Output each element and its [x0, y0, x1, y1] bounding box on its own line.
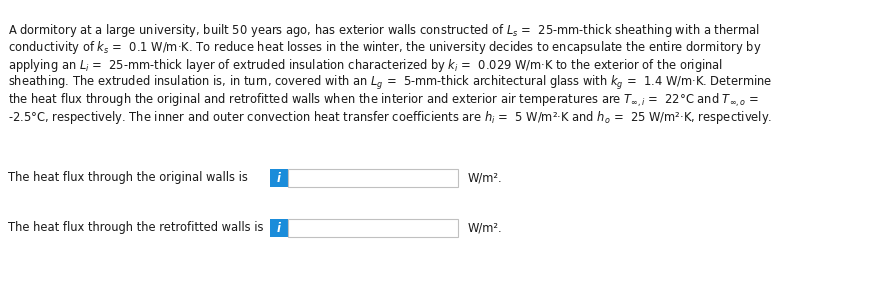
- Text: -2.5°C, respectively. The inner and outer convection heat transfer coefficients : -2.5°C, respectively. The inner and oute…: [8, 110, 773, 126]
- FancyBboxPatch shape: [270, 169, 288, 187]
- Text: conductivity of $k_s$ =  0.1 W/m·K. To reduce heat losses in the winter, the uni: conductivity of $k_s$ = 0.1 W/m·K. To re…: [8, 39, 762, 57]
- Text: i: i: [277, 222, 281, 235]
- FancyBboxPatch shape: [288, 169, 458, 187]
- Text: The heat flux through the original walls is: The heat flux through the original walls…: [8, 172, 248, 185]
- Text: A dormitory at a large university, built 50 years ago, has exterior walls constr: A dormitory at a large university, built…: [8, 22, 760, 39]
- Text: The heat flux through the retrofitted walls is: The heat flux through the retrofitted wa…: [8, 222, 264, 235]
- Text: W/m².: W/m².: [468, 172, 503, 185]
- Text: applying an $L_i$ =  25-mm-thick layer of extruded insulation characterized by $: applying an $L_i$ = 25-mm-thick layer of…: [8, 57, 723, 74]
- FancyBboxPatch shape: [270, 219, 288, 237]
- Text: the heat flux through the original and retrofitted walls when the interior and e: the heat flux through the original and r…: [8, 92, 759, 109]
- FancyBboxPatch shape: [288, 219, 458, 237]
- Text: W/m².: W/m².: [468, 222, 503, 235]
- Text: i: i: [277, 172, 281, 185]
- Text: sheathing. The extruded insulation is, in turn, covered with an $L_g$ =  5-mm-th: sheathing. The extruded insulation is, i…: [8, 74, 773, 93]
